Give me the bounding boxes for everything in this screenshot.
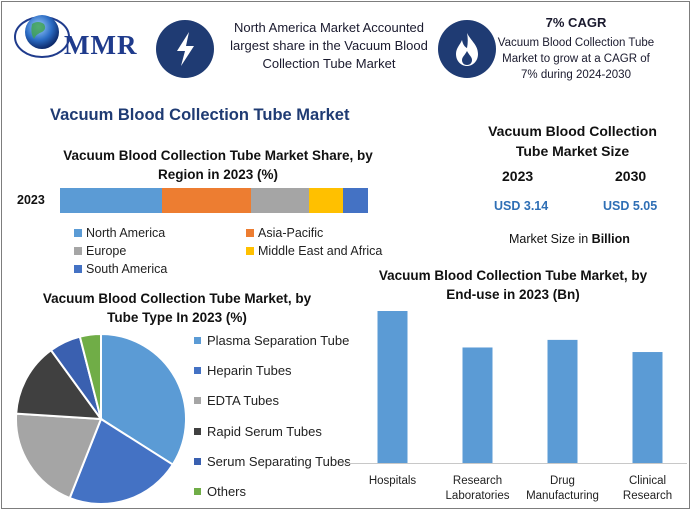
legend-label: North America [86, 226, 166, 240]
end-use-bar-clinical-research [632, 352, 663, 463]
pie-slice-heparin-tubes [68, 417, 175, 505]
legend-label: Middle East and Africa [258, 244, 383, 258]
globe-logo-icon [14, 15, 70, 58]
region-stacked-bar [60, 188, 368, 213]
legend-swatch [194, 427, 201, 435]
legend-swatch [246, 229, 254, 237]
end-use-label-clinical-research: Clinical Research [622, 475, 673, 502]
tube-type-legend-serum-separating-tubes: Serum Separating Tubes [194, 454, 351, 469]
tube-type-legend-others: Others [194, 484, 246, 499]
legend-swatch [74, 229, 82, 237]
fact-north-america: North America Market Accounted largest s… [230, 20, 428, 71]
legend-swatch [194, 337, 201, 344]
legend-label: South America [86, 262, 168, 276]
market-size-note: Market Size in Billion [509, 232, 630, 246]
end-use-bar-research-laboratories [462, 347, 493, 463]
region-bar-segment-asia-pacific [161, 188, 251, 213]
market-size-year-2023: 2023 [502, 168, 534, 184]
tube-type-legend-edta-tubes: EDTA Tubes [194, 393, 279, 408]
market-size-year-2030: 2030 [615, 168, 647, 184]
end-use-bar-chart [342, 311, 687, 464]
region-legend-europe: Europe [74, 244, 126, 258]
legend-label: Heparin Tubes [207, 363, 292, 379]
end-use-label-hospitals: Hospitals [368, 475, 417, 487]
lightning-icon [156, 20, 214, 78]
legend-label: EDTA Tubes [207, 393, 280, 409]
legend-swatch [194, 488, 201, 495]
page-title: Vacuum Blood Collection Tube Market [50, 106, 350, 124]
end-use-label-research-laboratories: Research Laboratories [445, 475, 510, 502]
region-legend-middle-east-and-africa: Middle East and Africa [246, 244, 382, 258]
tube-type-chart-title: Vacuum Blood Collection Tube Market, by … [42, 291, 312, 325]
pie-slice-edta-tubes [15, 412, 103, 500]
flame-icon [438, 20, 496, 78]
region-bar-segment-north-america [60, 188, 162, 213]
legend-label: Rapid Serum Tubes [207, 423, 322, 439]
legend-swatch [194, 457, 201, 465]
end-use-bar-hospitals [377, 311, 408, 463]
region-bar-segment-middle-east-and-africa [309, 188, 344, 213]
legend-label: Asia-Pacific [258, 226, 324, 240]
legend-swatch [246, 247, 254, 255]
region-bar-segment-south-america [343, 188, 368, 213]
end-use-label-drug-manufacturing: Drug Manufacturing [526, 475, 599, 502]
legend-swatch [74, 265, 82, 273]
region-legend-asia-pacific: Asia-Pacific [246, 226, 323, 240]
legend-swatch [74, 247, 82, 255]
end-use-bar-drug-manufacturing [547, 339, 578, 463]
logo-text: MMR [64, 30, 138, 60]
legend-label: Serum Separating Tubes [207, 453, 351, 469]
region-bar-segment-europe [250, 188, 310, 213]
tube-type-legend-rapid-serum-tubes: Rapid Serum Tubes [194, 424, 322, 439]
end-use-chart-title: Vacuum Blood Collection Tube Market, by … [378, 268, 648, 302]
pie-slice-rapid-serum-tubes [15, 348, 104, 421]
pie-slice-others [78, 332, 102, 420]
region-chart-title: Vacuum Blood Collection Tube Market Shar… [63, 148, 373, 182]
tube-type-pie-chart [15, 332, 187, 505]
cagr-title: 7% CAGR [545, 15, 607, 30]
region-legend-north-america: North America [74, 226, 165, 240]
legend-label: Europe [86, 244, 127, 258]
tube-type-legend-plasma-separation-tube: Plasma Separation Tube [194, 333, 349, 348]
market-size-value-2030: USD 5.05 [603, 199, 658, 213]
market-size-value-2023: USD 3.14 [494, 199, 549, 213]
market-size-note-unit: Billion [591, 232, 630, 246]
region-legend-south-america: South America [74, 262, 167, 276]
legend-label: Others [207, 484, 247, 499]
legend-label: Plasma Separation Tube [207, 333, 350, 348]
region-year-label: 2023 [17, 193, 45, 207]
cagr-description: Vacuum Blood Collection Tube Market to g… [497, 37, 655, 81]
legend-swatch [194, 367, 201, 375]
market-size-note-prefix: Market Size in [509, 232, 592, 246]
tube-type-legend-heparin-tubes: Heparin Tubes [194, 363, 292, 378]
market-size-title: Vacuum Blood Collection Tube Market Size [488, 123, 657, 159]
legend-swatch [194, 397, 201, 405]
